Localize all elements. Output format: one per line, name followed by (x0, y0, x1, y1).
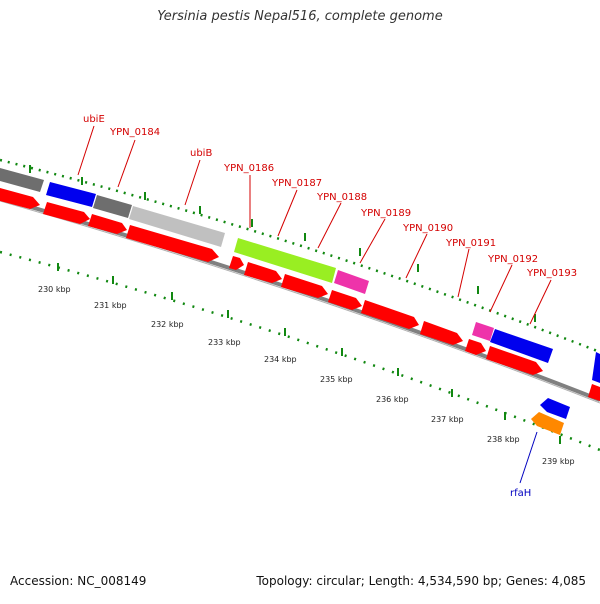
gene-arrow[interactable] (420, 321, 463, 345)
gene-label[interactable]: YPN_0192 (487, 254, 538, 265)
scale-label: 235 kbp (320, 375, 353, 384)
gene-arrow[interactable] (531, 412, 564, 435)
gene-label[interactable]: YPN_0190 (402, 223, 453, 234)
gene-arrow[interactable] (588, 384, 600, 401)
scale-label: 233 kbp (208, 338, 241, 347)
gene-labels-top: ubiE YPN_0184 ubiB YPN_0186 YPN_0187 YPN… (83, 114, 577, 279)
gene-label[interactable]: YPN_0188 (316, 192, 367, 203)
gene-block[interactable] (129, 206, 225, 247)
gene-arrow[interactable] (229, 256, 244, 270)
reverse-strand-genes (0, 188, 600, 401)
scale-label: 234 kbp (264, 355, 297, 364)
scale-label: 239 kbp (542, 457, 575, 466)
gene-arrow[interactable] (43, 202, 90, 224)
accession-text: Accession: NC_008149 (10, 574, 147, 588)
gene-arrow[interactable] (0, 188, 40, 209)
gene-block[interactable] (490, 329, 553, 363)
gene-label[interactable]: rfaH (510, 488, 531, 499)
gene-label[interactable]: YPN_0189 (360, 208, 411, 219)
scale-label: 237 kbp (431, 415, 464, 424)
gene-arrow[interactable] (126, 225, 219, 262)
gene-arrow[interactable] (540, 398, 570, 419)
gene-label[interactable]: YPN_0187 (271, 178, 322, 189)
scale-label: 236 kbp (376, 395, 409, 404)
gene-label[interactable]: YPN_0184 (109, 127, 160, 138)
scale-label: 230 kbp (38, 285, 71, 294)
gene-block[interactable] (592, 352, 600, 383)
forward-strand-genes (0, 168, 600, 383)
gene-label[interactable]: ubiE (83, 114, 105, 125)
scale-label: 238 kbp (487, 435, 520, 444)
gene-arrow[interactable] (361, 300, 419, 329)
genome-backbone (0, 196, 600, 402)
gene-arrow[interactable] (281, 274, 328, 298)
gene-arrow[interactable] (328, 290, 362, 310)
outer-major-ticks (29, 165, 536, 322)
gene-arrow[interactable] (465, 339, 486, 355)
gene-label[interactable]: ubiB (190, 148, 212, 159)
gene-label[interactable]: YPN_0191 (445, 238, 496, 249)
label-leader-line-bottom (519, 431, 538, 484)
gene-block[interactable] (46, 182, 96, 207)
inner-tick-ring (0, 250, 600, 452)
inner-major-ticks (57, 263, 561, 444)
gene-arrow[interactable] (244, 262, 282, 283)
gene-block[interactable] (0, 168, 44, 192)
genome-backbone-shadow (0, 200, 600, 404)
gene-arrow[interactable] (88, 214, 127, 234)
gene-block[interactable] (93, 195, 132, 218)
gene-block[interactable] (472, 322, 494, 341)
genome-title: Yersinia pestis Nepal516, complete genom… (157, 9, 443, 24)
gene-label[interactable]: YPN_0193 (526, 268, 577, 279)
scale-labels: 230 kbp 231 kbp 232 kbp 233 kbp 234 kbp … (38, 285, 575, 466)
gene-block[interactable] (234, 238, 336, 283)
label-leader-lines (77, 125, 552, 325)
gene-label[interactable]: YPN_0186 (223, 163, 274, 174)
gene-block[interactable] (334, 270, 369, 294)
gene-arrow[interactable] (486, 346, 543, 375)
scale-label: 232 kbp (151, 320, 184, 329)
inner-strand-genes (531, 398, 570, 435)
genome-summary-text: Topology: circular; Length: 4,534,590 bp… (256, 574, 586, 588)
scale-label: 231 kbp (94, 301, 127, 310)
